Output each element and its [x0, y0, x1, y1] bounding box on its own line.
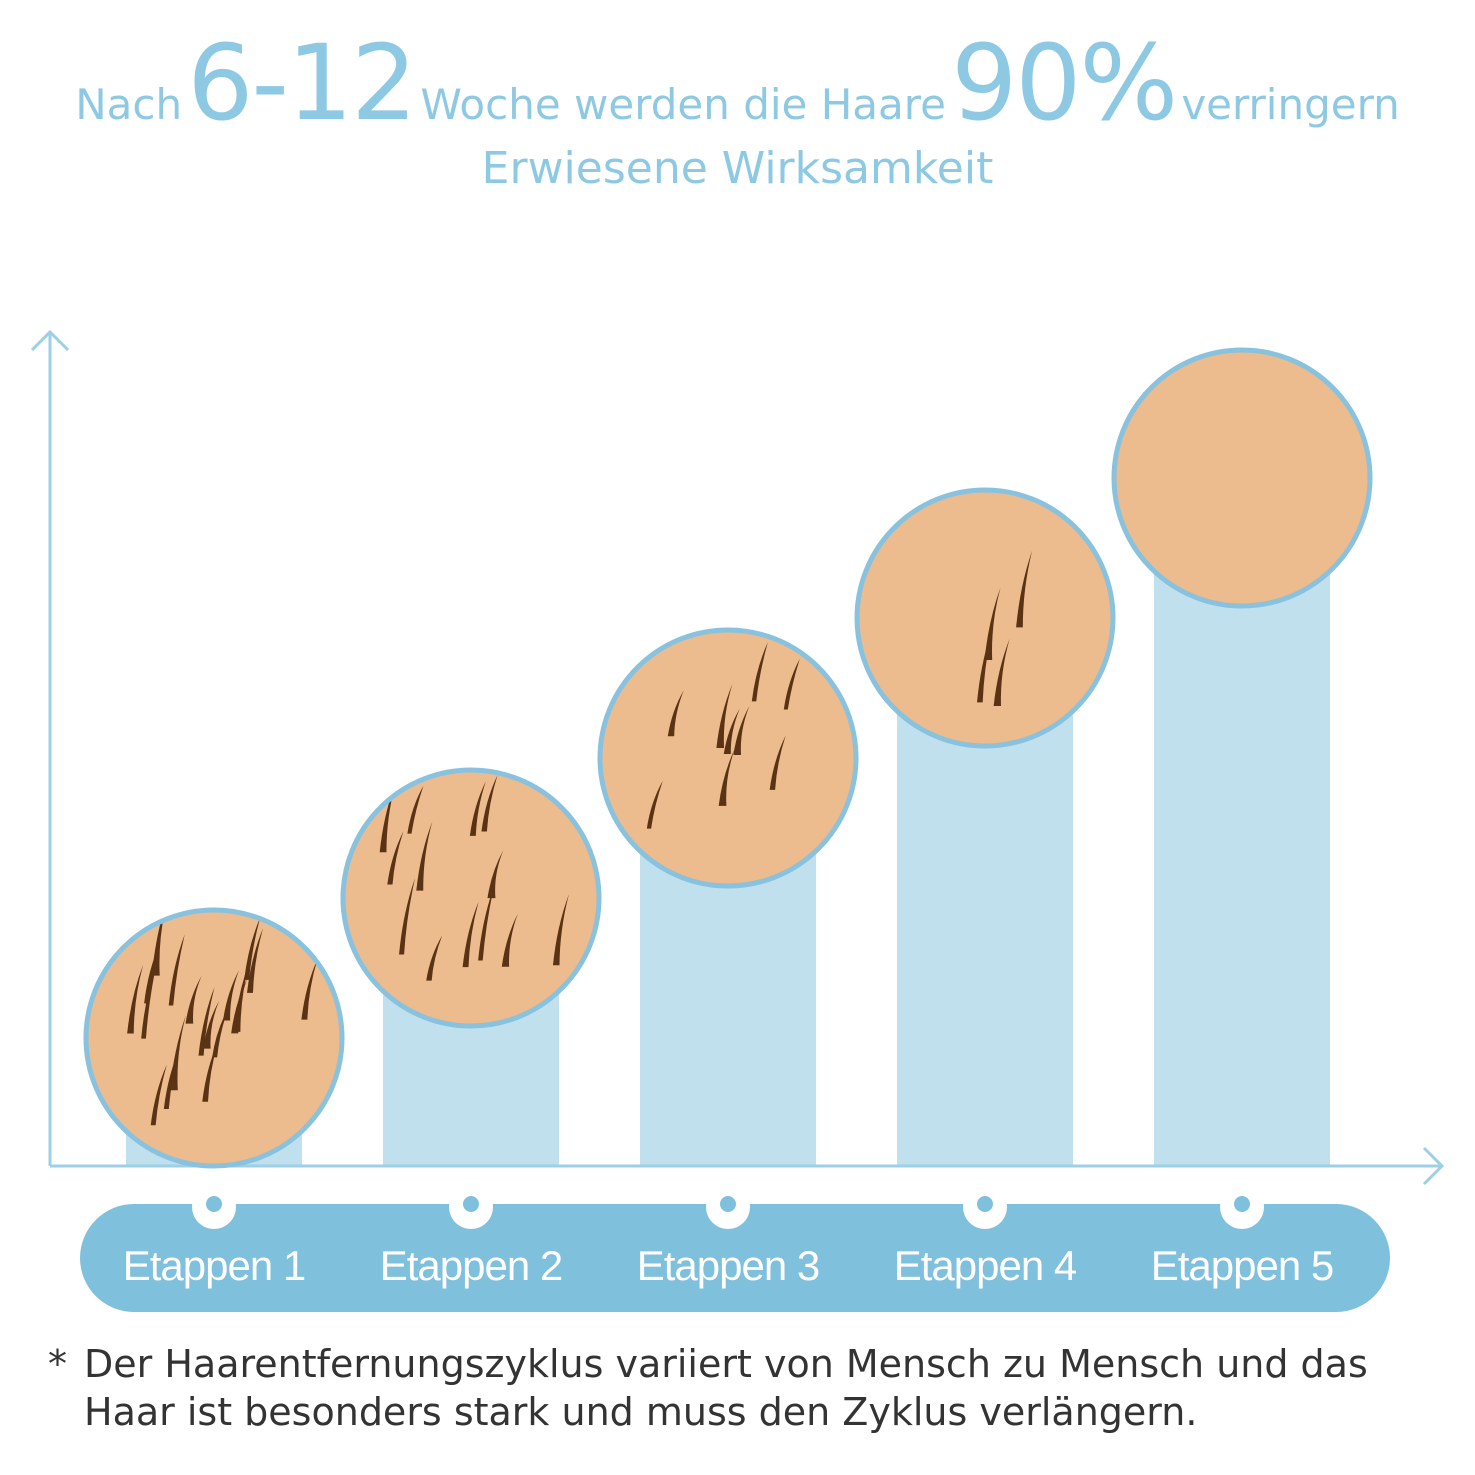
hair-strand: [399, 878, 416, 955]
hair-strand: [984, 587, 1001, 661]
skin-circle: [343, 770, 599, 1026]
hair-strand: [462, 901, 479, 968]
hair-strand: [127, 964, 144, 1034]
skin-circle: [1114, 350, 1370, 606]
hair-strand: [379, 782, 396, 853]
hair-strand: [667, 690, 684, 737]
footnote-asterisk: *: [48, 1342, 67, 1386]
headline: Nach 6-12 Woche werden die Haare 90% ver…: [0, 22, 1475, 144]
hair-strand: [487, 850, 504, 899]
skin-hair-icon: [854, 487, 1116, 749]
hair-strand: [718, 748, 735, 806]
hair-strand: [141, 960, 158, 1039]
stage-marker-dot: [463, 1196, 479, 1212]
hair-strand: [301, 959, 318, 1020]
headline-text-3: verringern: [1181, 80, 1400, 129]
hair-strand: [716, 684, 733, 748]
stage-marker-dot: [206, 1196, 222, 1212]
hair-strand: [733, 705, 750, 756]
hair-strand: [478, 886, 495, 961]
headline-percent: 90%: [951, 22, 1178, 144]
hair-strand: [150, 1064, 167, 1126]
category-label: Etappen 5: [1151, 1242, 1334, 1289]
hair-strand: [198, 987, 215, 1056]
subtitle: Erwiesene Wirksamkeit: [481, 143, 994, 194]
hair-strand: [993, 638, 1010, 706]
footnote-text: Der Haarentfernungszyklus variiert von M…: [84, 1342, 1368, 1434]
hair-strand: [203, 1000, 220, 1049]
hair-strand: [407, 785, 424, 834]
x-axis-arrow: [1422, 1146, 1445, 1186]
hair-strand: [469, 781, 486, 836]
y-axis-arrow: [30, 329, 70, 352]
hair-strand: [202, 1040, 219, 1102]
hair-strand: [501, 913, 518, 967]
category-label: Etappen 3: [637, 1242, 820, 1289]
hair-strand: [212, 1008, 229, 1058]
headline-weeks: 6-12: [187, 22, 417, 144]
skin-bare-icon: [1111, 347, 1373, 609]
hair-strand: [783, 658, 800, 710]
headline-text-2: Woche werden die Haare: [420, 80, 946, 129]
hair-strand: [646, 780, 663, 829]
stage-marker-dot: [720, 1196, 736, 1212]
skin-circle-border: [597, 627, 859, 889]
hair-strand: [751, 642, 768, 702]
stage-marker-dot: [1234, 1196, 1250, 1212]
footnote: * Der Haarentfernungszyklus variiert von…: [48, 1340, 1448, 1436]
hair-strand: [723, 708, 740, 754]
skin-hair-icon: [597, 627, 859, 889]
stage-label-band: [80, 1204, 1390, 1312]
hair-strand: [233, 960, 250, 1032]
category-label: Etappen 2: [380, 1242, 563, 1289]
skin-circle: [857, 490, 1113, 746]
skin-circle-border: [83, 907, 345, 1169]
hair-strand: [416, 821, 433, 891]
hair-strand: [552, 894, 569, 966]
hair-strand: [223, 970, 240, 1021]
hair-strand: [426, 935, 443, 981]
skin-circle-border: [854, 487, 1116, 749]
hair-strand: [168, 934, 185, 1006]
category-label: Etappen 1: [123, 1242, 306, 1289]
hair-strand: [185, 975, 202, 1024]
stage-marker-dot: [977, 1196, 993, 1212]
hair-strand: [144, 942, 161, 1004]
category-label: Etappen 4: [894, 1242, 1077, 1289]
hair-strand: [769, 735, 786, 790]
hair-strand: [169, 1015, 186, 1091]
skin-circle: [600, 630, 856, 886]
hair-strand: [1016, 550, 1033, 628]
skin-circle-border: [340, 767, 602, 1029]
headline-text-1: Nach: [75, 80, 183, 129]
skin-hair-icon: [83, 907, 345, 1169]
skin-circle-border: [1111, 347, 1373, 609]
hair-strand: [481, 775, 498, 832]
skin-hair-icon: [340, 767, 602, 1029]
hair-strand: [387, 831, 404, 885]
hair-strand: [247, 928, 264, 993]
hair-strand: [244, 917, 261, 980]
